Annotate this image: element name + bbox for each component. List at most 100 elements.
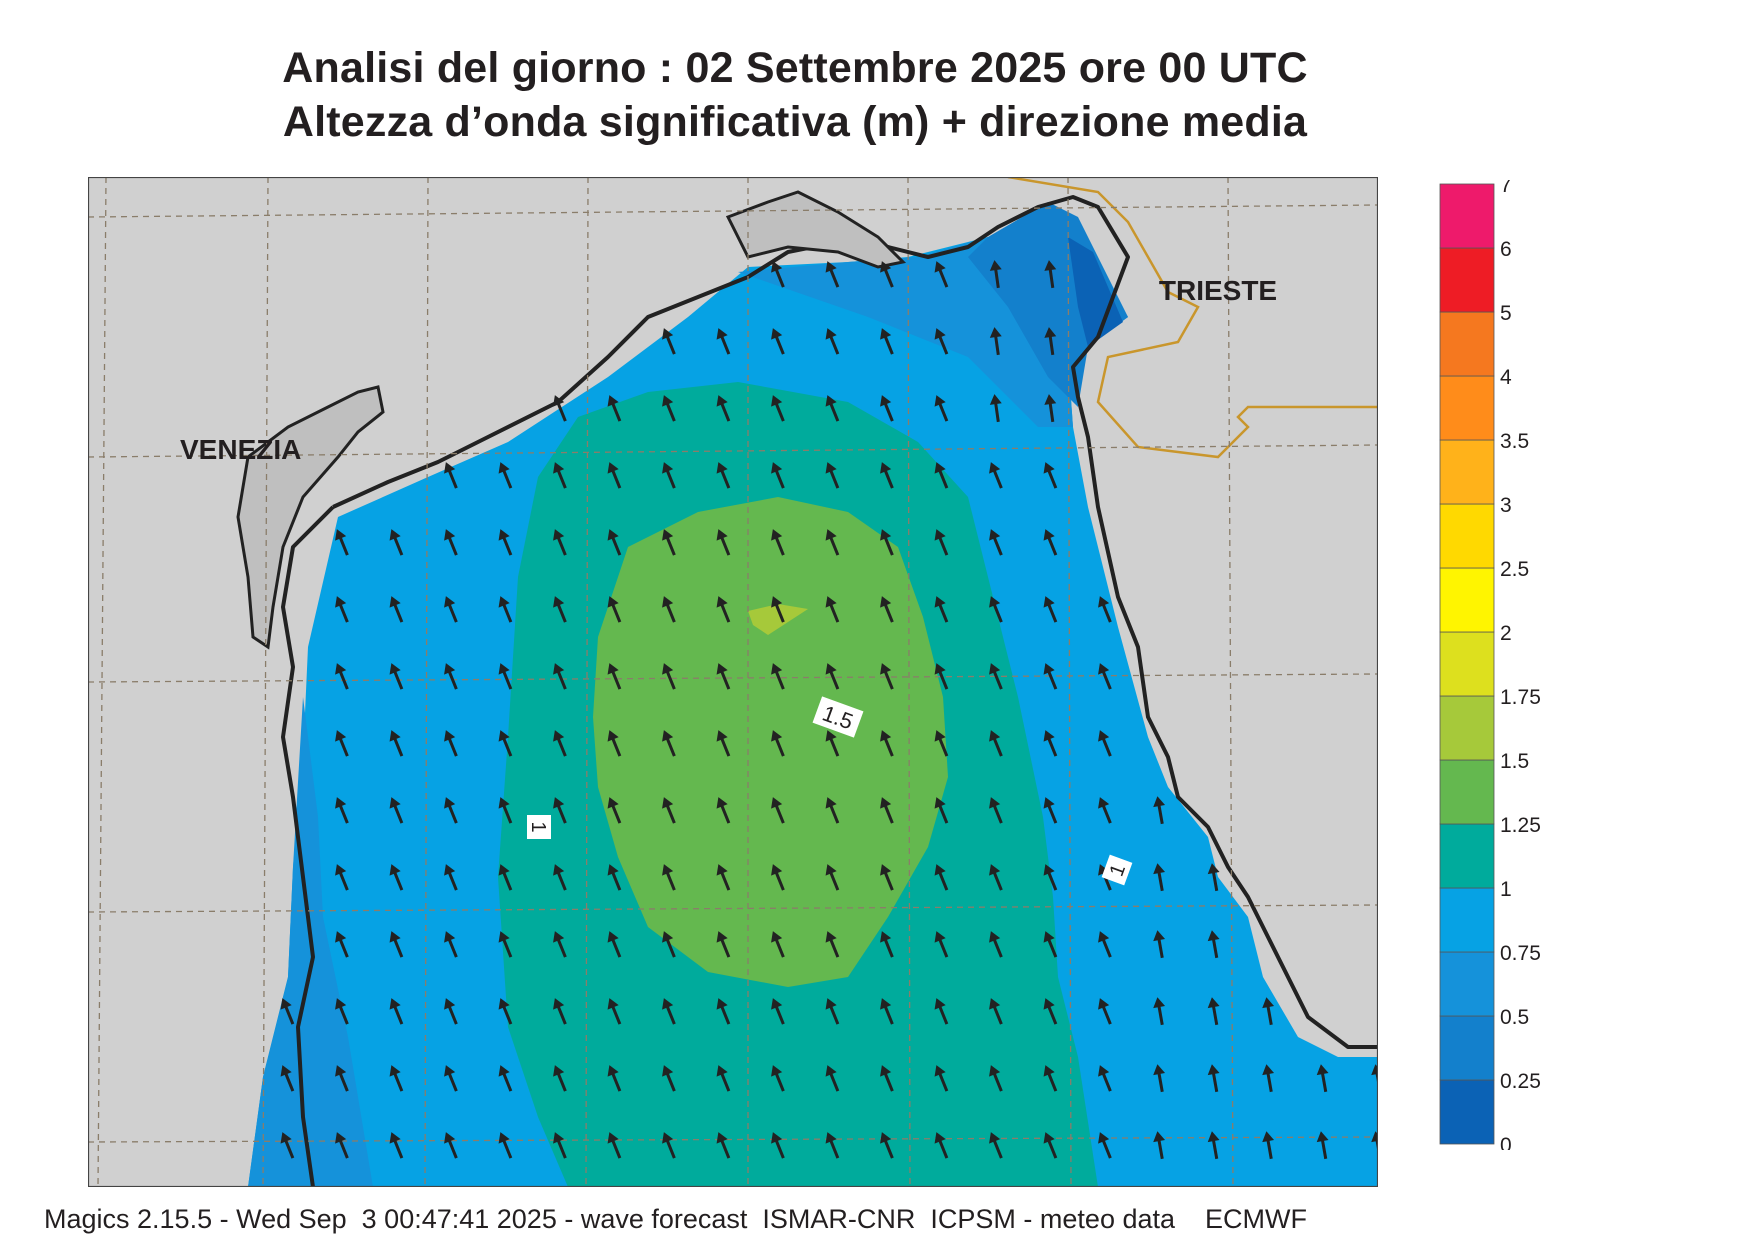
wave-arrow <box>825 663 840 690</box>
contour-1-25 <box>593 497 948 987</box>
wave-arrow <box>607 797 622 824</box>
wave-arrow <box>662 395 676 422</box>
wave-arrow <box>662 462 676 489</box>
wave-arrow <box>335 596 349 623</box>
wave-arrow <box>880 864 894 891</box>
wave-arrow <box>934 529 949 556</box>
wave-arrow <box>335 529 349 556</box>
city-label-venezia: VENEZIA <box>180 434 301 465</box>
wave-arrow <box>1043 596 1058 623</box>
wave-arrow <box>1207 863 1220 892</box>
wave-arrow <box>662 1132 676 1159</box>
wave-arrow <box>607 1065 622 1092</box>
legend-level-label: 0.25 <box>1500 1070 1541 1093</box>
wave-arrow <box>771 663 785 690</box>
wave-arrow <box>880 596 894 623</box>
wave-arrow <box>498 462 513 489</box>
legend-level-label: 6 <box>1500 238 1512 261</box>
wave-arrow <box>716 1132 731 1159</box>
wave-arrow <box>662 730 676 757</box>
wave-arrow <box>1044 260 1057 289</box>
wave-arrow <box>607 596 622 623</box>
wave-arrow <box>280 1132 295 1159</box>
coastline <box>332 195 1378 1049</box>
wave-arrow <box>989 864 1003 891</box>
wave-arrow <box>825 395 840 422</box>
wave-arrow <box>989 327 1002 356</box>
legend-swatch <box>1439 183 1495 249</box>
wave-arrow <box>1043 998 1058 1025</box>
wave-arrow <box>1153 1131 1166 1160</box>
wave-arrow <box>607 1132 622 1159</box>
wave-arrow <box>716 596 731 623</box>
legend-level-label: 1.75 <box>1500 686 1541 709</box>
wave-arrow <box>553 730 567 757</box>
legend-swatch <box>1439 1015 1495 1081</box>
coastline-west <box>281 505 335 1187</box>
wave-direction-arrows <box>280 260 1378 1160</box>
legend-swatch <box>1439 695 1495 761</box>
contour-label-1-west: 1 <box>527 815 551 839</box>
wave-arrow <box>553 529 567 556</box>
wave-arrow <box>880 1065 894 1092</box>
svg-text:1: 1 <box>527 821 549 832</box>
wave-arrow <box>716 395 731 422</box>
legend-level-label: 0.5 <box>1500 1006 1529 1029</box>
wave-arrow <box>444 1132 458 1159</box>
wave-arrow <box>607 529 622 556</box>
wave-arrow <box>825 261 840 288</box>
wave-arrow <box>444 797 458 824</box>
wave-arrow <box>771 395 785 422</box>
wave-arrow <box>389 998 404 1025</box>
wave-arrow <box>335 730 349 757</box>
wave-arrow <box>553 1132 567 1159</box>
wave-arrow <box>444 998 458 1025</box>
wave-arrow <box>989 998 1003 1025</box>
wave-arrow <box>607 663 622 690</box>
legend-swatch <box>1439 503 1495 569</box>
wave-arrow <box>771 797 785 824</box>
legend-swatch <box>1439 631 1495 697</box>
graticule <box>88 177 1378 1187</box>
wave-arrow <box>498 931 513 958</box>
wave-arrow <box>1098 931 1112 958</box>
wave-arrow <box>934 1065 949 1092</box>
wave-arrow <box>444 663 458 690</box>
legend-swatch <box>1439 887 1495 953</box>
wave-arrow <box>880 328 894 355</box>
wave-arrow <box>662 596 676 623</box>
wave-arrow <box>716 730 731 757</box>
wave-arrow <box>1153 997 1166 1026</box>
wave-arrow <box>1262 1064 1275 1093</box>
wave-arrow <box>771 864 785 891</box>
wave-arrow <box>880 1132 894 1159</box>
wave-arrow <box>825 1065 840 1092</box>
legend-level-label: 0 <box>1500 1134 1512 1150</box>
wave-arrow <box>498 663 513 690</box>
wave-arrow <box>989 462 1003 489</box>
wave-arrow <box>607 864 622 891</box>
border-line <box>1007 177 1378 459</box>
wave-arrow <box>825 328 840 355</box>
wave-arrow <box>1098 1065 1112 1092</box>
wave-arrow <box>880 998 894 1025</box>
wave-arrow <box>880 730 894 757</box>
legend-swatch <box>1439 439 1495 505</box>
wave-arrow <box>662 529 676 556</box>
wave-arrow <box>771 529 785 556</box>
legend-swatch <box>1439 375 1495 441</box>
wave-arrow <box>934 864 949 891</box>
wave-arrow <box>880 462 894 489</box>
wave-arrow <box>553 395 567 422</box>
legend-swatch <box>1439 823 1495 889</box>
wave-arrow <box>662 328 676 355</box>
map-title: Analisi del giorno : 02 Settembre 2025 o… <box>282 44 1308 92</box>
wave-arrow <box>825 864 840 891</box>
wave-arrow <box>1153 863 1166 892</box>
wave-arrow <box>771 261 785 288</box>
wave-arrow <box>989 596 1003 623</box>
wave-arrow <box>880 797 894 824</box>
wave-arrow <box>989 1065 1003 1092</box>
wave-arrow <box>335 998 349 1025</box>
contour-label-1-east: 1 <box>1101 854 1133 886</box>
